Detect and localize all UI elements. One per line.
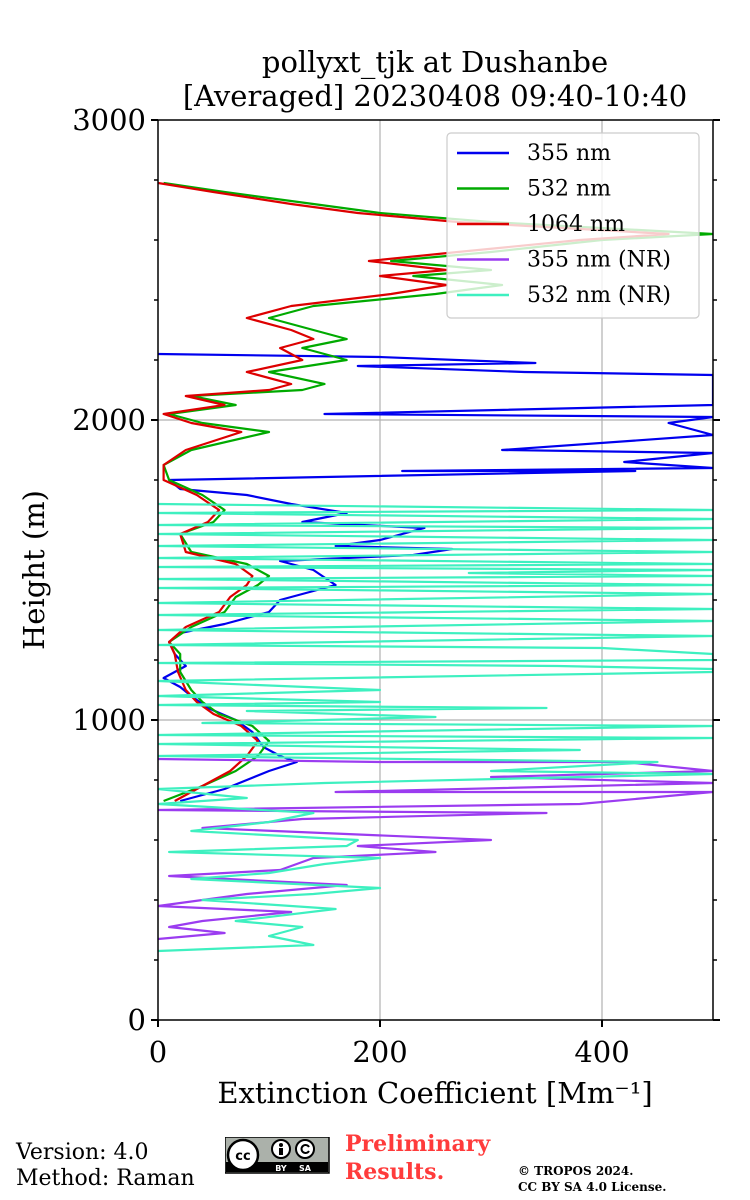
- version-text: Version: 4.0: [16, 1140, 149, 1165]
- copyright-text: © TROPOS 2024.: [518, 1164, 634, 1178]
- preliminary-label: Preliminary: [345, 1131, 491, 1157]
- axis-ticks: 0 200 400 0 1000 2000 3000: [72, 103, 720, 1069]
- svg-text:cc: cc: [235, 1149, 250, 1164]
- series-line: [158, 757, 713, 941]
- y-tick-label: 0: [128, 1003, 146, 1037]
- legend-label: 532 nm: [527, 177, 611, 202]
- legend-label: 532 nm (NR): [527, 283, 671, 308]
- y-tick-label: 3000: [72, 103, 146, 137]
- x-tick-label: 200: [352, 1035, 407, 1069]
- svg-text:BY: BY: [275, 1164, 287, 1173]
- legend-label: 355 nm (NR): [527, 248, 671, 273]
- plot-frame: [157, 119, 714, 1021]
- method-text: Method: Raman: [16, 1166, 195, 1191]
- legend: 355 nm 532 nm 1064 nm 355 nm (NR) 532 nm (NR…: [446, 132, 700, 319]
- series-line: [158, 502, 713, 953]
- series-line: [158, 181, 670, 802]
- legend-label: 355 nm: [527, 141, 611, 166]
- x-tick-label: 400: [574, 1035, 629, 1069]
- y-tick-label: 1000: [72, 703, 146, 737]
- license-text: CC BY SA 4.0 License.: [518, 1180, 667, 1194]
- cc-by-sa-badge: cc BY SA: [224, 1136, 331, 1179]
- legend-box: [446, 132, 700, 319]
- y-axis-label: Height (m): [17, 490, 51, 650]
- svg-text:SA: SA: [299, 1164, 312, 1173]
- results-label: Results.: [345, 1159, 445, 1185]
- legend-label: 1064 nm: [527, 212, 625, 237]
- x-tick-label: 0: [149, 1035, 167, 1069]
- y-tick-label: 2000: [72, 403, 146, 437]
- x-axis-label: Extinction Coefficient [Mm⁻¹]: [217, 1076, 652, 1110]
- extinction-chart: pollyxt_tjk at Dushanbe [Averaged] 20230…: [17, 45, 720, 1110]
- chart-subtitle: [Averaged] 20230408 09:40-10:40: [183, 79, 687, 113]
- chart-title: pollyxt_tjk at Dushanbe: [262, 45, 608, 80]
